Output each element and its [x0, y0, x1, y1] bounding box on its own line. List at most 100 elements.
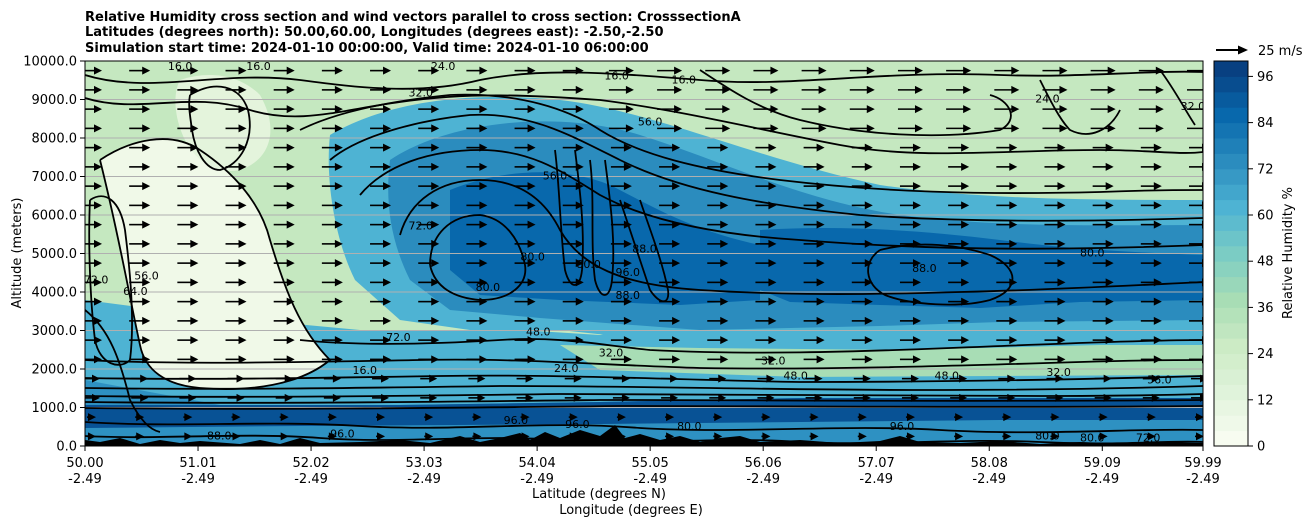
contour-label-group: 56.0: [543, 170, 568, 183]
wind-vector: [610, 278, 632, 287]
wind-vector: [996, 355, 1018, 364]
wind-vector: [418, 182, 440, 191]
wind-vector: [996, 336, 1018, 345]
quiver-key-label: 25 m/s: [1258, 44, 1303, 59]
wind-vector: [273, 297, 295, 306]
x-tick-label-lon: -2.49: [520, 472, 554, 487]
wind-vector: [707, 182, 729, 191]
colorbar-ticks: 0 12 24 36 48 60 72 84 96: [1248, 70, 1274, 455]
wind-vector: [1092, 278, 1114, 287]
contour-label: 80.0: [1080, 431, 1105, 444]
wind-vector: [418, 220, 440, 229]
wind-vector: [327, 413, 337, 422]
contour-label: 24.0: [431, 60, 456, 73]
wind-vector: [803, 201, 825, 210]
wind-vector: [225, 316, 247, 325]
wind-vector: [996, 239, 1018, 248]
wind-vector: [1044, 220, 1066, 229]
contour-line: [85, 94, 1203, 155]
wind-vector: [946, 124, 972, 133]
wind-vector: [899, 297, 921, 306]
wind-vector: [659, 259, 681, 268]
wind-vector: [851, 220, 873, 229]
wind-vector: [466, 124, 488, 133]
wind-vector: [753, 85, 779, 94]
wind-vector: [370, 124, 392, 133]
wind-vector: [996, 143, 1018, 152]
wind-vector: [177, 105, 199, 114]
wind-vector: [466, 278, 488, 287]
wind-vector: [370, 85, 392, 94]
wind-vector: [177, 162, 199, 171]
wind-vector: [948, 316, 970, 325]
colorbar-band: [1214, 338, 1248, 355]
wind-vector: [996, 182, 1018, 191]
wind-vector: [1138, 85, 1164, 94]
wind-vector: [472, 413, 482, 422]
wind-vector: [954, 432, 964, 441]
colorbar-band: [1214, 261, 1248, 278]
wind-vector: [273, 124, 295, 133]
wind-vector: [1042, 85, 1068, 94]
wind-vector: [1090, 66, 1116, 75]
wind-vector: [514, 143, 536, 152]
wind-vector: [761, 413, 771, 422]
contour-line: [699, 69, 1012, 137]
y-tick-label: 1000.0: [32, 401, 78, 416]
wind-vector: [659, 316, 681, 325]
wind-vector: [899, 355, 921, 364]
wind-vector: [612, 393, 630, 402]
wind-vector: [321, 105, 343, 114]
contour-label: 32.0: [1046, 366, 1071, 379]
wind-vector: [899, 201, 921, 210]
wind-vector: [610, 355, 632, 364]
contour-label: 88.0: [632, 243, 657, 256]
contour-line: [867, 243, 1014, 306]
humidity-fill-boundary-layer: [85, 398, 1203, 428]
wind-vector: [1044, 316, 1066, 325]
contour-label: 32.0: [599, 347, 624, 360]
wind-vector: [755, 201, 777, 210]
wind-vector: [851, 143, 873, 152]
wind-vector: [757, 393, 775, 402]
wind-vector: [1092, 162, 1114, 171]
wind-vector: [755, 316, 777, 325]
contour-line: [589, 159, 615, 296]
wind-vector: [996, 316, 1018, 325]
contour-label-group: 80.0: [576, 258, 601, 271]
wind-vector: [273, 278, 295, 287]
wind-vector: [707, 239, 729, 248]
contour-label: 16.0: [246, 60, 271, 73]
wind-vector: [466, 162, 488, 171]
wind-vector: [996, 297, 1018, 306]
wind-vector: [803, 316, 825, 325]
wind-vector: [370, 278, 392, 287]
wind-vector: [1140, 316, 1162, 325]
contour-label: 56.0: [638, 116, 663, 129]
contour-label-group: 72.0: [408, 220, 433, 233]
wind-vector: [659, 182, 681, 191]
wind-vector: [709, 393, 727, 402]
colorbar-tick-label: 0: [1257, 440, 1265, 455]
contour-label-group: 32.0: [408, 87, 433, 100]
wind-vector: [273, 239, 295, 248]
wind-vector: [801, 105, 827, 114]
wind-vector: [520, 413, 530, 422]
colorbar-band: [1214, 430, 1248, 447]
wind-vector: [610, 239, 632, 248]
wind-vector: [707, 220, 729, 229]
wind-vector: [418, 105, 440, 114]
wind-vector: [514, 201, 536, 210]
wind-vector: [562, 162, 584, 171]
wind-vector: [372, 393, 390, 402]
wind-vector: [1094, 374, 1112, 383]
wind-vector: [321, 220, 343, 229]
wind-vector: [424, 432, 434, 441]
wind-vector: [996, 278, 1018, 287]
contour-line: [85, 374, 1203, 383]
colorbar-tick-label: 48: [1257, 255, 1274, 270]
wind-vector: [948, 297, 970, 306]
wind-vector: [321, 336, 343, 345]
wind-vector: [803, 220, 825, 229]
wind-vector: [803, 182, 825, 191]
